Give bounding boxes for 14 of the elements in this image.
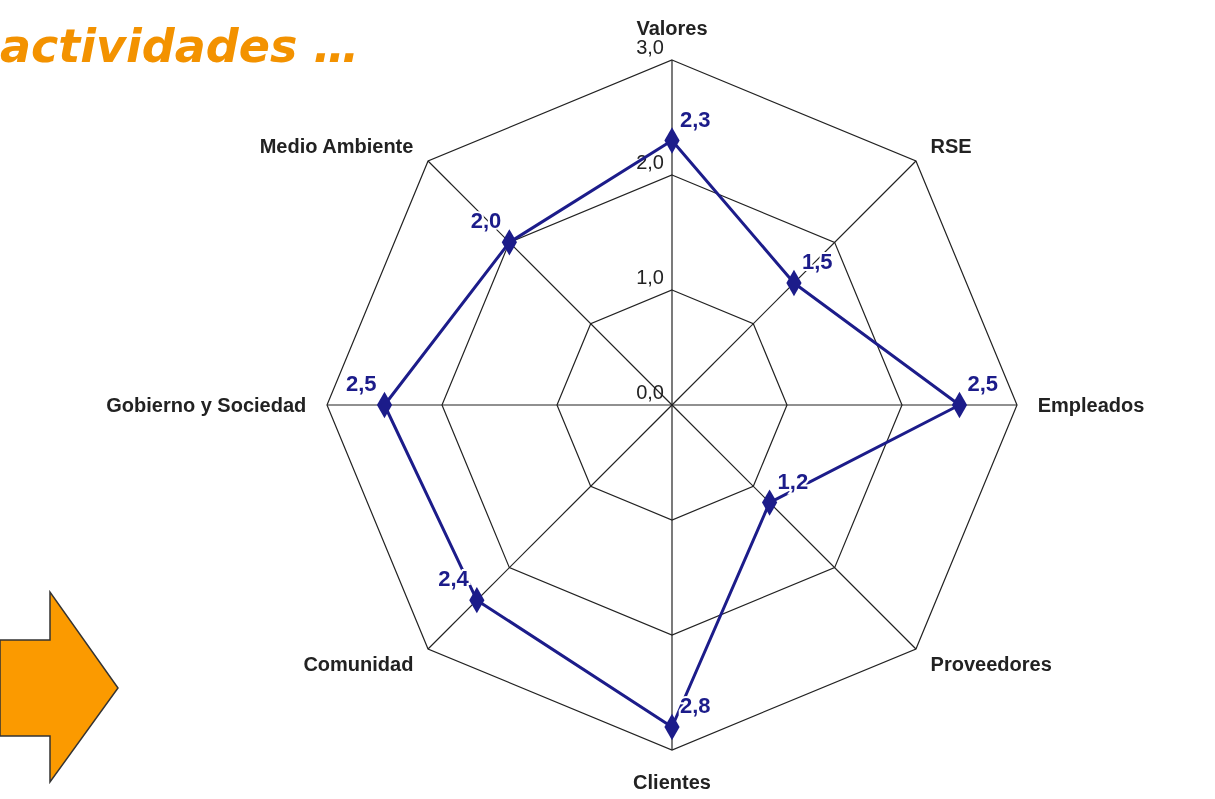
y-tick-label: 1,0 [636, 266, 664, 288]
spoke-label: Clientes [633, 770, 711, 793]
spoke-label: Empleados [1037, 394, 1145, 416]
chart-title: actividades … [0, 19, 360, 73]
y-tick-label: 2,0 [636, 151, 664, 173]
spoke-label: Medio Ambiente [259, 135, 414, 158]
spoke-label: Gobierno y Sociedad [106, 394, 307, 416]
data-label: 2,5 [967, 371, 999, 396]
data-label: 2,3 [680, 106, 711, 132]
spoke-label: RSE [930, 135, 972, 158]
spoke-label: Comunidad [303, 652, 414, 675]
y-tick-label: 0,0 [636, 381, 664, 403]
data-label: 2,5 [345, 371, 377, 396]
spoke-label: Proveedores [930, 652, 1052, 675]
